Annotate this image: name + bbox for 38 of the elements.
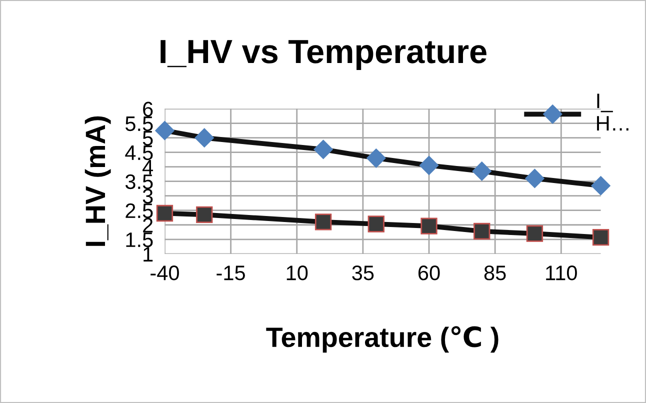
y-tick-label: 4.5: [125, 146, 153, 160]
point: [314, 214, 332, 230]
x-axis-title: Temperature (℃ ): [266, 326, 498, 353]
y-tick-label: 2.5: [126, 203, 153, 218]
y-tick-label: 3: [142, 188, 153, 204]
point: [314, 140, 333, 159]
legend-label: I_ H…: [597, 94, 628, 130]
point: [156, 204, 174, 222]
point: [474, 222, 490, 240]
point: [419, 156, 439, 175]
point: [420, 218, 438, 234]
y-tick-label: 2: [143, 218, 153, 232]
point: [591, 176, 610, 196]
point: [155, 121, 174, 140]
y-tick-label: 1: [144, 247, 153, 262]
y-tick-label: 6: [143, 102, 153, 117]
x-tick-label: 35: [352, 266, 374, 280]
x-tick-label: -40: [150, 266, 179, 280]
point: [472, 162, 492, 181]
y-tick-label: 4: [142, 160, 154, 174]
y-tick-label: 3.5: [125, 174, 153, 190]
y-tick-label: 5.5: [125, 116, 153, 132]
point: [368, 216, 384, 232]
point: [194, 128, 214, 148]
point: [196, 206, 213, 224]
chart-title: I_HV vs Temperature: [160, 40, 486, 70]
point: [366, 148, 386, 168]
point: [526, 225, 544, 242]
point: [592, 229, 610, 246]
x-tick-label: 85: [484, 266, 506, 280]
y-tick-label: 1.5: [126, 232, 153, 248]
y-axis-title: I_HV (mA): [84, 116, 111, 246]
x-tick-label: -15: [216, 266, 245, 280]
point: [525, 168, 544, 188]
x-tick-label: 10: [286, 266, 308, 280]
y-tick-label: 5: [142, 131, 153, 146]
x-tick-label: 60: [418, 266, 440, 280]
x-tick-label: 110: [546, 266, 577, 280]
